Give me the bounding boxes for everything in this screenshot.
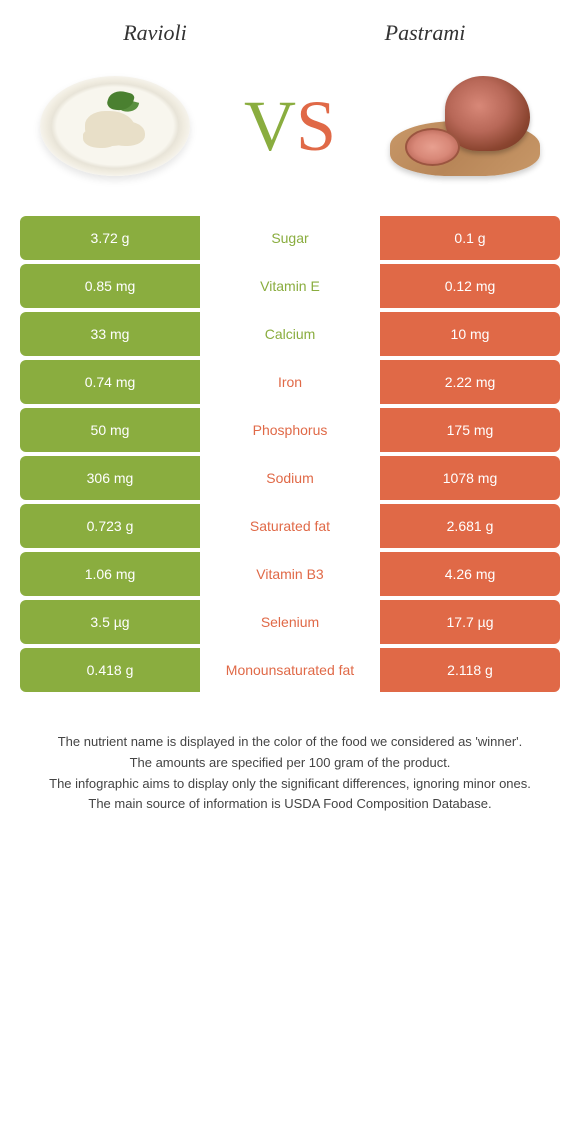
- vs-s-letter: S: [296, 86, 336, 166]
- footnote-line: The infographic aims to display only the…: [30, 774, 550, 795]
- vs-v-letter: V: [244, 86, 296, 166]
- pastrami-board-icon: [385, 71, 545, 181]
- food-b-value: 10 mg: [380, 312, 560, 356]
- table-row: 306 mgSodium1078 mg: [20, 456, 560, 500]
- food-a-value: 306 mg: [20, 456, 200, 500]
- table-row: 0.723 gSaturated fat2.681 g: [20, 504, 560, 548]
- table-row: 0.418 gMonounsaturated fat2.118 g: [20, 648, 560, 692]
- food-a-value: 3.5 µg: [20, 600, 200, 644]
- footnote-line: The main source of information is USDA F…: [30, 794, 550, 815]
- food-a-value: 0.723 g: [20, 504, 200, 548]
- table-row: 33 mgCalcium10 mg: [20, 312, 560, 356]
- hero-row: VS: [20, 66, 560, 186]
- footnote-line: The nutrient name is displayed in the co…: [30, 732, 550, 753]
- nutrient-name: Monounsaturated fat: [200, 648, 380, 692]
- nutrient-name: Selenium: [200, 600, 380, 644]
- table-row: 3.72 gSugar0.1 g: [20, 216, 560, 260]
- table-row: 1.06 mgVitamin B34.26 mg: [20, 552, 560, 596]
- food-b-value: 17.7 µg: [380, 600, 560, 644]
- food-a-value: 0.74 mg: [20, 360, 200, 404]
- footnote-line: The amounts are specified per 100 gram o…: [30, 753, 550, 774]
- food-a-value: 33 mg: [20, 312, 200, 356]
- food-b-value: 0.12 mg: [380, 264, 560, 308]
- food-b-image: [380, 66, 550, 186]
- header: Ravioli Pastrami: [20, 20, 560, 46]
- food-b-value: 1078 mg: [380, 456, 560, 500]
- food-a-value: 3.72 g: [20, 216, 200, 260]
- food-a-value: 50 mg: [20, 408, 200, 452]
- food-b-value: 175 mg: [380, 408, 560, 452]
- vs-label: VS: [244, 90, 336, 162]
- food-a-title: Ravioli: [55, 20, 255, 46]
- nutrient-name: Sugar: [200, 216, 380, 260]
- nutrient-name: Sodium: [200, 456, 380, 500]
- nutrient-name: Phosphorus: [200, 408, 380, 452]
- nutrient-name: Vitamin B3: [200, 552, 380, 596]
- food-b-value: 0.1 g: [380, 216, 560, 260]
- food-b-value: 2.22 mg: [380, 360, 560, 404]
- footnotes: The nutrient name is displayed in the co…: [20, 732, 560, 815]
- nutrient-name: Vitamin E: [200, 264, 380, 308]
- food-a-image: [30, 66, 200, 186]
- food-b-value: 2.118 g: [380, 648, 560, 692]
- table-row: 50 mgPhosphorus175 mg: [20, 408, 560, 452]
- table-row: 0.74 mgIron2.22 mg: [20, 360, 560, 404]
- nutrient-name: Calcium: [200, 312, 380, 356]
- food-b-value: 4.26 mg: [380, 552, 560, 596]
- table-row: 3.5 µgSelenium17.7 µg: [20, 600, 560, 644]
- food-a-value: 1.06 mg: [20, 552, 200, 596]
- nutrient-name: Iron: [200, 360, 380, 404]
- table-row: 0.85 mgVitamin E0.12 mg: [20, 264, 560, 308]
- nutrient-table: 3.72 gSugar0.1 g0.85 mgVitamin E0.12 mg3…: [20, 216, 560, 692]
- ravioli-plate-icon: [40, 76, 190, 176]
- food-b-value: 2.681 g: [380, 504, 560, 548]
- nutrient-name: Saturated fat: [200, 504, 380, 548]
- food-a-value: 0.418 g: [20, 648, 200, 692]
- food-b-title: Pastrami: [325, 20, 525, 46]
- food-a-value: 0.85 mg: [20, 264, 200, 308]
